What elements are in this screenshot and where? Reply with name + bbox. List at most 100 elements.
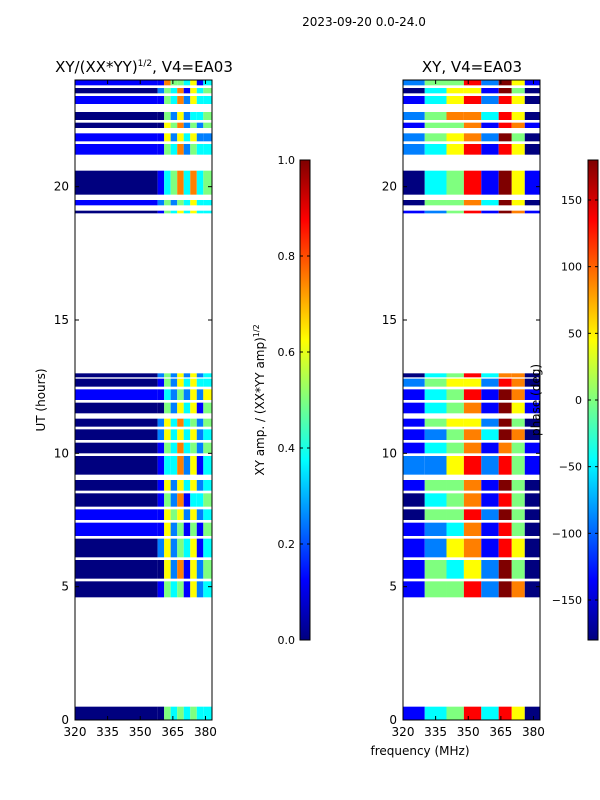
heatmap-cell [190, 80, 197, 86]
heatmap-cell [164, 442, 171, 454]
heatmap-cell [524, 80, 540, 86]
heatmap-cell [403, 170, 425, 195]
heatmap-cell [170, 480, 178, 491]
heatmap-cell [463, 706, 482, 720]
heatmap-cell [170, 170, 178, 195]
heatmap-cell [75, 442, 158, 454]
heatmap-cell [446, 522, 464, 536]
heatmap-cell [177, 480, 184, 491]
heatmap-cell [183, 560, 191, 579]
heatmap-cell [463, 493, 482, 507]
heatmap-cell [183, 442, 191, 454]
heatmap-cell [196, 480, 204, 491]
heatmap-cell [481, 418, 499, 427]
heatmap-cell [183, 402, 191, 414]
heatmap-cell [203, 133, 212, 142]
heatmap-cell [177, 170, 184, 195]
heatmap-cell [403, 509, 425, 520]
heatmap-cell [183, 80, 191, 86]
heatmap-cell [183, 509, 191, 520]
colorbar-tick-label: 50 [568, 327, 582, 340]
heatmap-cell [75, 133, 158, 142]
heatmap-cell [196, 538, 204, 558]
heatmap-cell [190, 112, 197, 120]
heatmap-cell [511, 144, 525, 155]
y-tick-label: 20 [54, 180, 69, 194]
heatmap-cell [177, 133, 184, 142]
heatmap-cell [183, 200, 191, 206]
heatmap-cell [75, 429, 158, 440]
heatmap-cell [403, 560, 425, 579]
heatmap-cell [157, 581, 165, 598]
heatmap-cell [75, 378, 158, 387]
heatmap-cell [511, 378, 525, 387]
heatmap-cell [157, 112, 165, 120]
heatmap-cell [203, 581, 212, 598]
heatmap-cell [446, 456, 464, 475]
heatmap-cell [446, 373, 464, 378]
left-heatmap [75, 80, 212, 720]
shared-xlabel: frequency (MHz) [370, 744, 469, 758]
heatmap-cell [481, 538, 499, 558]
heatmap-cell [75, 509, 158, 520]
x-tick-label: 350 [457, 725, 480, 739]
heatmap-cell [498, 170, 512, 195]
heatmap-cell [463, 456, 482, 475]
heatmap-cell [446, 493, 464, 507]
heatmap-cell [498, 88, 512, 94]
heatmap-cell [481, 144, 499, 155]
x-tick-label: 335 [424, 725, 447, 739]
heatmap-cell [511, 80, 525, 86]
heatmap-cell [75, 493, 158, 507]
right-axis-ticks: 320 335 350 365 380 0 5 10 15 20 [382, 80, 545, 739]
heatmap-cell [498, 706, 512, 720]
heatmap-cell [203, 509, 212, 520]
heatmap-cell [498, 200, 512, 206]
heatmap-cell [75, 581, 158, 598]
heatmap-cell [403, 200, 425, 206]
left-title-sup: 1/2 [138, 59, 152, 69]
heatmap-cell [170, 581, 178, 598]
heatmap-cell [463, 170, 482, 195]
heatmap-cell [170, 442, 178, 454]
heatmap-cell [164, 509, 171, 520]
heatmap-cell [524, 509, 540, 520]
heatmap-cell [75, 402, 158, 414]
heatmap-cell [190, 522, 197, 536]
heatmap-cell [498, 522, 512, 536]
heatmap-cell [524, 210, 540, 214]
heatmap-cell [498, 429, 512, 440]
heatmap-cell [75, 112, 158, 120]
heatmap-cell [157, 706, 165, 720]
heatmap-cell [170, 429, 178, 440]
heatmap-cell [177, 581, 184, 598]
heatmap-cell [75, 210, 158, 214]
heatmap-cell [183, 389, 191, 400]
heatmap-cell [183, 522, 191, 536]
heatmap-cell [446, 538, 464, 558]
heatmap-cell [75, 389, 158, 400]
left-colorbar-label-sup: 1/2 [252, 324, 261, 337]
heatmap-cell [190, 456, 197, 475]
heatmap-cell [498, 538, 512, 558]
heatmap-cell [164, 581, 171, 598]
heatmap-cell [196, 88, 204, 94]
heatmap-cell [481, 456, 499, 475]
left-colorbar-label-main: XY amp. / (XX*YY amp) [253, 337, 267, 475]
x-tick-label: 380 [522, 725, 545, 739]
heatmap-cell [511, 480, 525, 491]
heatmap-cell [524, 389, 540, 400]
heatmap-cell [164, 80, 171, 86]
heatmap-cell [164, 522, 171, 536]
heatmap-cell [177, 493, 184, 507]
y-tick-label: 15 [54, 313, 69, 327]
heatmap-cell [75, 80, 158, 86]
heatmap-cell [203, 442, 212, 454]
heatmap-cell [463, 480, 482, 491]
y-tick-label: 20 [382, 180, 397, 194]
heatmap-cell [481, 373, 499, 378]
y-tick-label: 0 [389, 713, 397, 727]
heatmap-cell [446, 144, 464, 155]
heatmap-cell [481, 706, 499, 720]
heatmap-cell [203, 493, 212, 507]
